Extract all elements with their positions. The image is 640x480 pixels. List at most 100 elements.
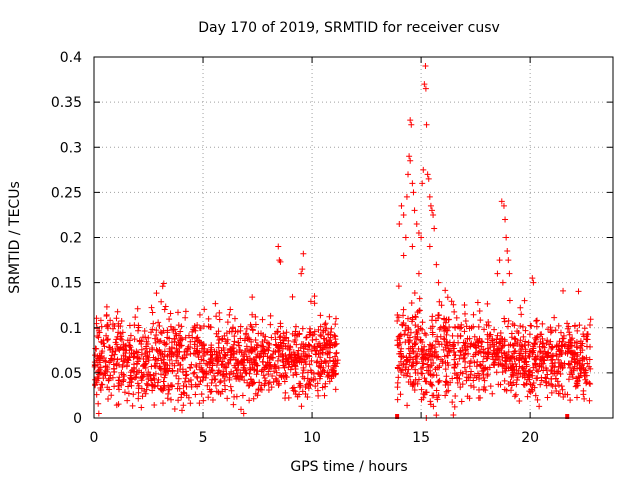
data-point [540,350,547,357]
data-point [250,395,257,402]
data-point [178,391,185,398]
data-point [208,388,215,395]
data-point [522,354,529,361]
data-point [461,302,468,309]
data-point [333,340,340,347]
y-tick-labels: 0 0.05 0.1 0.15 0.2 0.25 0.3 0.35 0.4 [51,50,82,427]
data-point [577,372,584,379]
data-point [274,329,281,336]
data-point [159,283,166,290]
data-point [470,311,477,318]
data-point [222,352,229,359]
data-point [515,367,522,374]
data-point [431,349,438,356]
data-point [304,369,311,376]
data-point [512,348,519,355]
data-point [549,360,556,367]
data-point [331,367,338,374]
data-point [310,331,317,338]
data-point [305,385,312,392]
data-point [246,370,253,377]
data-point [106,375,113,382]
data-point [530,345,537,352]
data-point [405,345,412,352]
data-point [157,337,164,344]
data-point [181,390,188,397]
data-point [153,290,160,297]
data-point [332,321,339,328]
data-point [113,362,120,369]
data-point [409,180,416,187]
data-point [509,342,516,349]
data-point [421,81,428,88]
data-point [587,381,594,388]
data-point [261,380,268,387]
data-point [433,412,440,419]
data-point [450,342,457,349]
data-point [314,358,321,365]
data-point [126,337,133,344]
data-point [470,353,477,360]
data-point [179,366,186,373]
data-point [400,312,407,319]
data-point [105,377,112,384]
data-point [142,334,149,341]
data-point [497,339,504,346]
data-point [569,335,576,342]
data-point [110,325,117,332]
data-point [126,347,133,354]
data-point [193,348,200,355]
data-point [252,390,259,397]
data-point [454,332,461,339]
data-point [516,357,523,364]
data-point [116,386,123,393]
data-point [521,381,528,388]
data-point [569,349,576,356]
data-point [533,375,540,382]
data-point [228,387,235,394]
data-point [241,377,248,384]
data-point [304,375,311,382]
data-point [107,372,114,379]
data-point [118,336,125,343]
data-point [432,317,439,324]
data-point [223,364,230,371]
data-point [314,387,321,394]
data-point [530,379,537,386]
data-point [458,398,465,405]
data-point [208,379,215,386]
data-point [149,326,156,333]
data-point [278,372,285,379]
data-point [429,207,436,214]
data-point [397,358,404,365]
data-point [456,355,463,362]
data-point [116,380,123,387]
data-point [409,356,416,363]
data-point [194,374,201,381]
data-point [298,341,305,348]
data-point [499,279,506,286]
data-point [142,361,149,368]
data-point [111,322,118,329]
data-point [409,362,416,369]
data-point [299,373,306,380]
data-point [441,336,448,343]
data-point [285,394,292,401]
data-point [177,337,184,344]
data-point [568,358,575,365]
data-point [440,323,447,330]
data-point [201,345,208,352]
data-point [111,355,118,362]
data-point [541,357,548,364]
data-point [421,343,428,350]
data-point [174,385,181,392]
data-point [207,351,214,358]
data-point [406,359,413,366]
data-point [117,335,124,342]
data-point [315,392,322,399]
data-point [243,325,250,332]
data-point [169,350,176,357]
data-point [266,359,273,366]
data-point [326,313,333,320]
data-point [238,406,245,413]
